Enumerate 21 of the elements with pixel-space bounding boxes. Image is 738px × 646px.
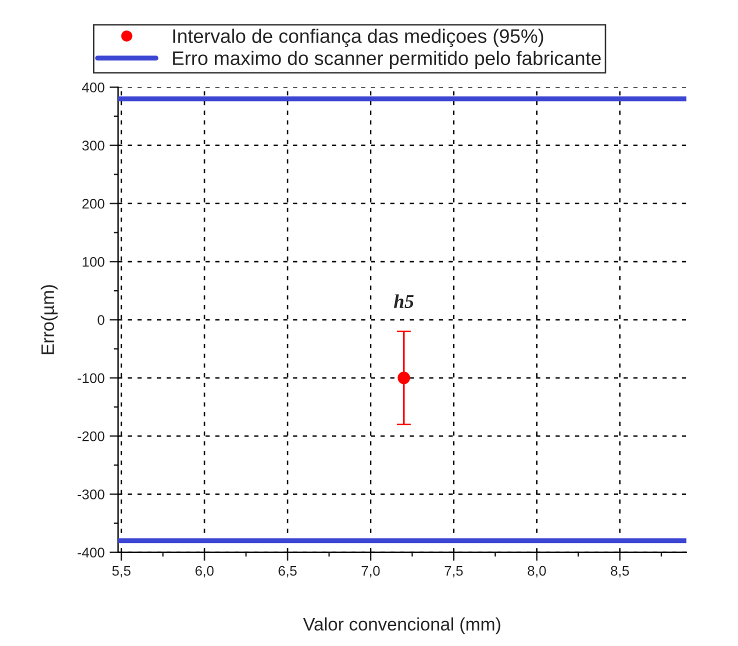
x-tick-label: 5,5 (112, 566, 130, 578)
legend-label: Intervalo de confiança das mediçoes (95%) (173, 28, 544, 47)
y-tick-label: 300 (82, 140, 104, 151)
x-tick-label: 7,5 (444, 566, 463, 578)
y-tick-label: 200 (82, 198, 104, 209)
x-tick-label: 8,5 (610, 566, 629, 578)
x-tick-label: 6,5 (278, 566, 297, 578)
y-tick-label: 0 (98, 315, 104, 325)
y-tick-label: -200 (78, 431, 104, 442)
annotation: h5 (394, 294, 414, 308)
x-axis-title: Valor convencional (mm) (303, 617, 500, 634)
y-tick-label: 400 (82, 82, 104, 92)
x-tick-label: 7,0 (362, 566, 380, 578)
y-tick-label: -100 (78, 373, 104, 384)
y-tick-label: 100 (82, 256, 104, 267)
legend-label: Erro maximo do scanner permitido pelo fabricante (173, 50, 601, 69)
y-axis-title: Erro(µm) (40, 285, 58, 354)
y-tick-label: -300 (78, 490, 104, 500)
x-tick-label: 8,0 (528, 566, 546, 578)
y-tick-label: -400 (78, 548, 104, 558)
x-tick-label: 6,0 (196, 566, 214, 578)
